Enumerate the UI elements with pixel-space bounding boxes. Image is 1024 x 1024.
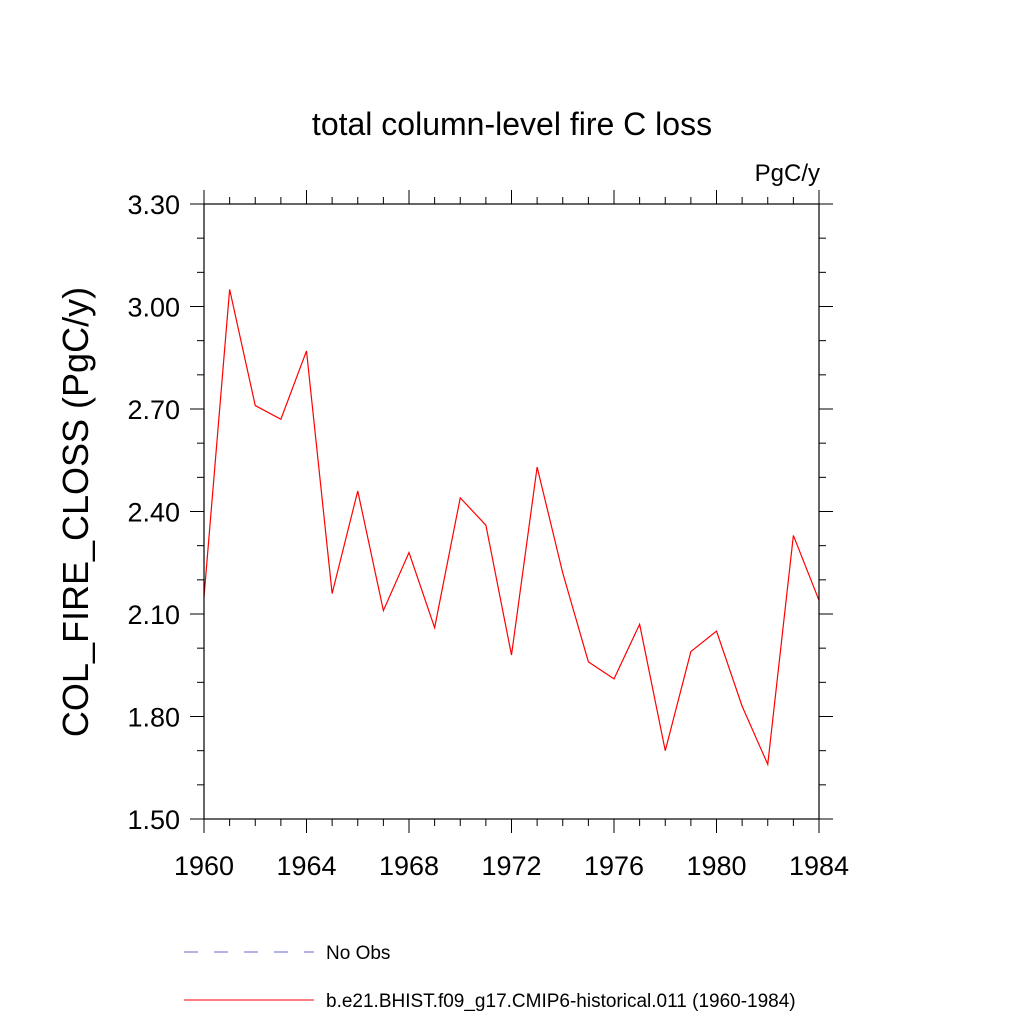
y-tick-label: 2.70 (127, 395, 180, 425)
legend-label: No Obs (326, 943, 390, 964)
y-tick-labels: 1.50 1.80 2.10 2.40 2.70 3.00 3.30 (127, 190, 180, 835)
legend: No Obs b.e21.BHIST.f09_g17.CMIP6-historic… (184, 943, 796, 1012)
y-tick-label: 3.00 (127, 293, 180, 323)
series-line (203, 289, 820, 767)
series-lines (203, 289, 820, 767)
x-tick-labels: 1960 1964 1968 1972 1976 1980 1984 (174, 851, 849, 881)
legend-label: b.e21.BHIST.f09_g17.CMIP6-historical.011… (326, 991, 796, 1012)
x-tick-label: 1968 (379, 851, 439, 881)
y-tick-label: 3.30 (127, 190, 180, 220)
x-tick-label: 1980 (686, 851, 746, 881)
y-axis-label: COL_FIRE_CLOSS (PgC/y) (55, 287, 96, 737)
x-tick-label: 1972 (481, 851, 541, 881)
y-tick-label: 2.10 (127, 600, 180, 630)
x-tick-label: 1984 (789, 851, 849, 881)
y-tick-label: 1.50 (127, 805, 180, 835)
units-label: PgC/y (755, 160, 820, 187)
x-tick-label: 1964 (276, 851, 336, 881)
plot-frame (203, 203, 820, 820)
y-tick-label: 1.80 (127, 703, 180, 733)
x-tick-label: 1960 (174, 851, 234, 881)
chart-title: total column-level fire C loss (312, 106, 712, 142)
y-tick-label: 2.40 (127, 498, 180, 528)
axis-ticks (190, 190, 833, 833)
x-tick-label: 1976 (584, 851, 644, 881)
